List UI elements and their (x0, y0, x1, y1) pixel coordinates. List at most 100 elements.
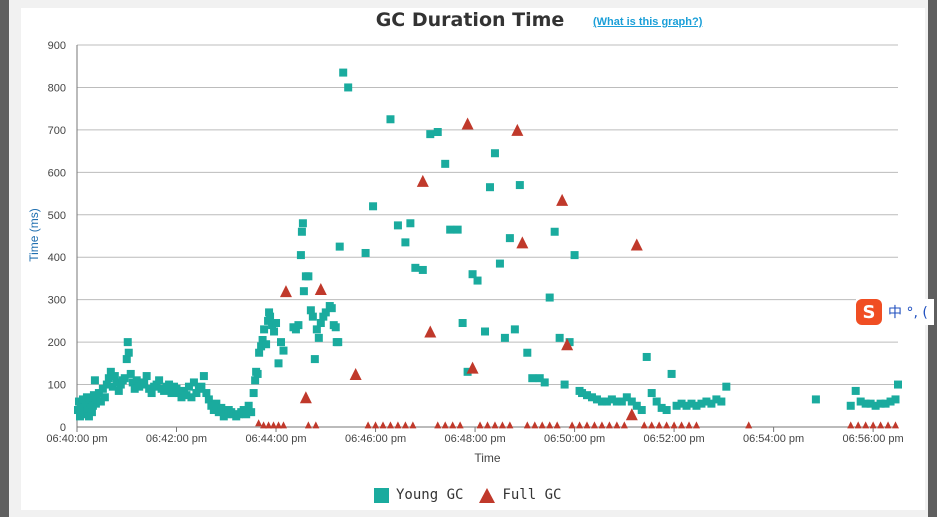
young-gc-point (657, 403, 666, 412)
full-gc-point (416, 174, 429, 187)
young-gc-point (393, 221, 402, 230)
young-gc-point (306, 306, 315, 315)
young-gc-point (510, 325, 519, 334)
young-gc-point (717, 397, 726, 406)
full-gc-point (409, 421, 417, 429)
young-gc-point (485, 183, 494, 192)
full-gc-point (516, 236, 529, 249)
young-gc-point (458, 319, 467, 328)
legend-full-gc-label: Full GC (502, 487, 562, 503)
young-gc-point (179, 386, 188, 395)
ime-toolbar[interactable]: S 中 °, ( (856, 299, 934, 325)
young-gc-point (244, 401, 253, 410)
young-gc-point (177, 393, 186, 402)
young-gc-point (202, 389, 211, 398)
young-gc-point (75, 412, 84, 421)
young-gc-point (441, 159, 450, 168)
young-gc-point (310, 355, 319, 364)
young-gc-point (258, 335, 267, 344)
young-gc-point (334, 338, 343, 347)
young-gc-point (260, 325, 269, 334)
x-tick-label: 06:56:00 pm (843, 433, 904, 445)
young-gc-point (98, 384, 107, 393)
young-gc-point (861, 399, 870, 408)
full-gc-point (670, 421, 678, 429)
full-gc-point (304, 421, 312, 429)
full-gc-point (279, 421, 287, 429)
triangle-marker-icon (479, 487, 496, 503)
what-is-this-graph-link[interactable]: (What is this graph?) (593, 16, 703, 28)
y-tick-label: 800 (48, 82, 66, 94)
young-gc-point (130, 384, 139, 393)
young-gc-point (172, 384, 181, 393)
y-tick-label: 100 (48, 380, 66, 392)
young-gc-point (96, 397, 105, 406)
young-gc-point (124, 348, 133, 357)
young-gc-point (87, 408, 96, 417)
young-gc-point (578, 389, 587, 398)
young-gc-point (411, 263, 420, 272)
young-gc-point (212, 399, 221, 408)
legend-young-gc-label: Young GC (396, 487, 464, 503)
young-gc-point (495, 259, 504, 268)
young-gc-point (126, 369, 135, 378)
young-gc-point (167, 389, 176, 398)
young-gc-point (667, 369, 676, 378)
young-gc-point (446, 225, 455, 234)
young-gc-point (632, 401, 641, 410)
young-gc-point (627, 397, 636, 406)
x-tick-label: 06:46:00 pm (345, 433, 406, 445)
legend-full-gc[interactable]: Full GC (479, 487, 561, 503)
full-gc-point (531, 421, 539, 429)
full-gc-point (561, 338, 574, 351)
young-gc-point (565, 338, 574, 347)
young-gc-point (331, 323, 340, 332)
young-gc-point (242, 410, 251, 419)
full-gc-point (265, 421, 273, 429)
full-gc-point (862, 421, 870, 429)
young-gc-point (142, 372, 151, 381)
chart-legend: Young GC Full GC (374, 487, 577, 503)
young-gc-point (314, 333, 323, 342)
young-gc-point (468, 270, 477, 279)
young-gc-point (722, 382, 731, 391)
young-gc-point (386, 115, 395, 124)
young-gc-point (891, 395, 900, 404)
young-gc-point (214, 408, 223, 417)
young-gc-point (175, 389, 184, 398)
young-gc-point (617, 397, 626, 406)
young-gc-point (182, 391, 191, 400)
young-gc-point (642, 352, 651, 361)
legend-young-gc[interactable]: Young GC (374, 487, 463, 503)
young-gc-point (108, 382, 117, 391)
young-gc-point (339, 68, 348, 77)
full-gc-point (424, 325, 437, 338)
full-gc-point (538, 421, 546, 429)
content-area (9, 0, 928, 517)
full-gc-point (379, 421, 387, 429)
young-gc-point (647, 389, 656, 398)
young-gc-point (91, 399, 100, 408)
young-gc-point (204, 395, 213, 404)
full-gc-point (449, 421, 457, 429)
young-gc-point (545, 293, 554, 302)
young-gc-point (152, 380, 161, 389)
young-gc-point (304, 272, 313, 281)
young-gc-point (160, 386, 169, 395)
x-tick-label: 06:54:00 pm (743, 433, 804, 445)
young-gc-point (707, 399, 716, 408)
x-tick-label: 06:50:00 pm (544, 433, 605, 445)
x-tick-label: 06:42:00 pm (146, 433, 207, 445)
young-gc-point (361, 248, 370, 257)
full-gc-point (692, 421, 700, 429)
full-gc-point (476, 421, 484, 429)
young-gc-point (84, 412, 93, 421)
young-gc-point (570, 251, 579, 260)
young-gc-point (145, 384, 154, 393)
young-gc-point (540, 378, 549, 387)
young-gc-point (192, 389, 201, 398)
young-gc-point (294, 321, 303, 330)
young-gc-point (120, 374, 129, 383)
full-gc-point (546, 421, 554, 429)
